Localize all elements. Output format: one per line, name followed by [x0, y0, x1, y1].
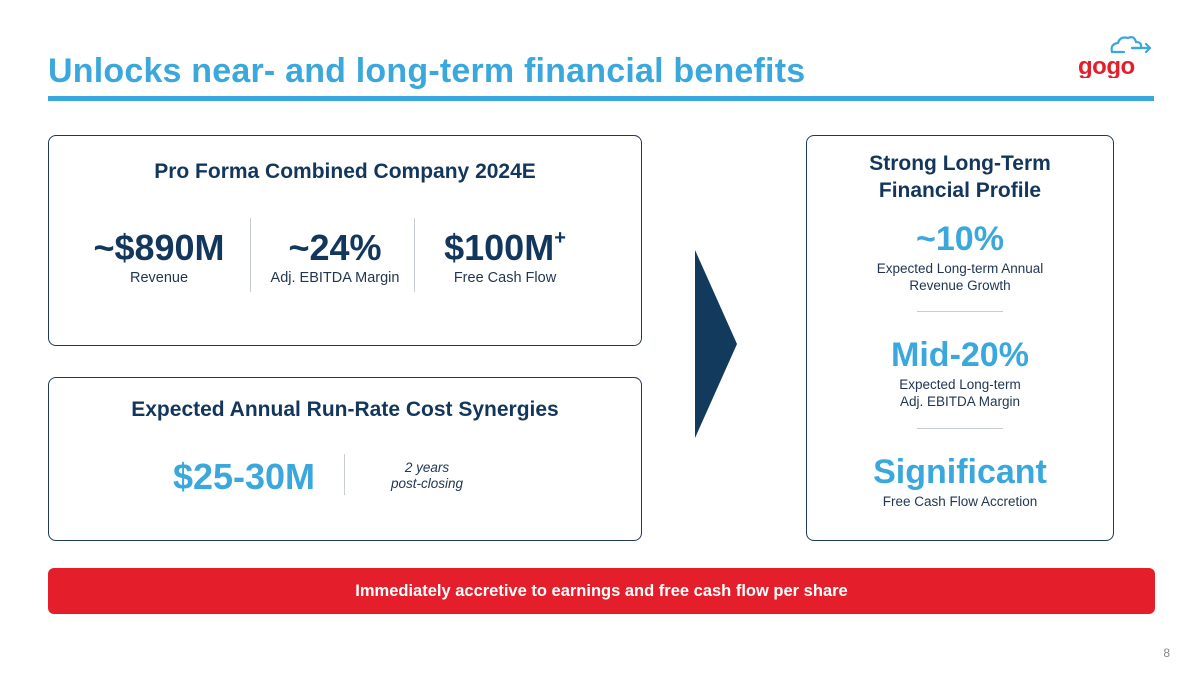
synergies-divider	[344, 454, 345, 495]
metric-divider	[917, 311, 1003, 312]
pro-forma-heading: Pro Forma Combined Company 2024E	[154, 160, 536, 183]
synergies-value: $25-30M	[172, 456, 316, 497]
revenue-value: ~$890M	[93, 227, 225, 268]
synergies-heading: Expected Annual Run-Rate Cost Synergies	[131, 398, 559, 421]
ebitda-margin-value: ~24%	[288, 227, 382, 268]
ebitda-margin-metric: ~24% Adj. EBITDA Margin	[251, 227, 419, 287]
revenue-metric: ~$890M Revenue	[69, 227, 249, 287]
long-term-heading-line2: Financial Profile	[878, 179, 1042, 202]
fcf-accretion-metric: Significant Free Cash Flow Accretion	[807, 453, 1113, 510]
metric-divider	[414, 218, 415, 292]
ebitda-margin-long-term-metric: Mid-20% Expected Long-term Adj. EBITDA M…	[807, 336, 1113, 410]
metric-divider	[917, 428, 1003, 429]
ebitda-margin-long-term-value: Mid-20%	[891, 336, 1029, 374]
ebitda-margin-label: Adj. EBITDA Margin	[270, 270, 400, 286]
accretive-banner: Immediately accretive to earnings and fr…	[48, 568, 1155, 614]
gogo-logo: gogo	[1076, 30, 1158, 80]
ebitda-margin-long-term-label: Expected Long-term Adj. EBITDA Margin	[899, 377, 1021, 409]
synergies-metric: $25-30M	[149, 457, 339, 497]
chevron-right-icon	[695, 250, 737, 438]
free-cash-flow-value: $100M+	[444, 227, 566, 268]
cloud-arrow-icon: gogo	[1078, 36, 1152, 80]
fcf-accretion-label: Free Cash Flow Accretion	[882, 494, 1038, 509]
metric-divider	[250, 218, 251, 292]
synergies-card: Expected Annual Run-Rate Cost Synergies …	[48, 377, 642, 541]
fcf-accretion-value: Significant	[873, 453, 1047, 491]
revenue-growth-metric: ~10% Expected Long-term Annual Revenue G…	[807, 220, 1113, 294]
revenue-label: Revenue	[129, 270, 189, 286]
slide-title: Unlocks near- and long-term financial be…	[48, 52, 806, 90]
free-cash-flow-label: Free Cash Flow	[453, 270, 557, 286]
synergies-note-line2: post-closing	[390, 476, 464, 491]
pro-forma-card: Pro Forma Combined Company 2024E ~$890M …	[48, 135, 642, 346]
free-cash-flow-metric: $100M+ Free Cash Flow	[421, 227, 589, 287]
revenue-growth-value: ~10%	[916, 220, 1004, 258]
synergies-note-line1: 2 years	[404, 460, 450, 475]
synergies-note: 2 years post-closing	[367, 460, 487, 492]
long-term-card: Strong Long-Term Financial Profile ~10% …	[806, 135, 1114, 541]
page-number: 8	[1163, 646, 1170, 660]
long-term-heading-line1: Strong Long-Term	[869, 152, 1051, 175]
long-term-heading: Strong Long-Term Financial Profile	[807, 150, 1113, 204]
logo-wordmark: gogo	[1078, 53, 1135, 78]
plus-superscript: +	[554, 227, 566, 249]
title-underline	[48, 96, 1154, 101]
revenue-growth-label: Expected Long-term Annual Revenue Growth	[876, 261, 1044, 293]
